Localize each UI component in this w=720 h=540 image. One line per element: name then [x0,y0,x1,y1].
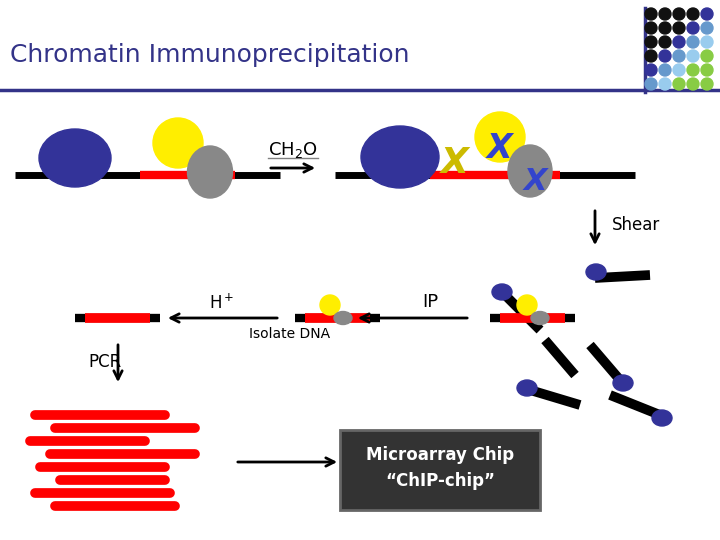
Ellipse shape [673,8,685,20]
Ellipse shape [659,36,671,48]
Text: PCR: PCR [88,353,121,371]
Ellipse shape [701,36,713,48]
Ellipse shape [673,22,685,34]
Ellipse shape [361,126,439,188]
Ellipse shape [645,78,657,90]
Ellipse shape [645,36,657,48]
Ellipse shape [645,8,657,20]
Ellipse shape [508,145,552,197]
Text: X: X [441,146,469,180]
Text: Microarray Chip
“ChIP-chip”: Microarray Chip “ChIP-chip” [366,446,514,490]
Ellipse shape [153,118,203,168]
Ellipse shape [701,78,713,90]
Ellipse shape [701,8,713,20]
Ellipse shape [320,295,340,315]
Ellipse shape [334,312,352,325]
Ellipse shape [687,22,699,34]
Ellipse shape [701,50,713,62]
Text: IP: IP [422,293,438,311]
Text: CH$_2$O: CH$_2$O [268,140,318,160]
Ellipse shape [701,22,713,34]
Ellipse shape [673,36,685,48]
Text: Isolate DNA: Isolate DNA [249,327,330,341]
Ellipse shape [475,112,525,162]
Ellipse shape [659,50,671,62]
FancyBboxPatch shape [340,430,540,510]
Ellipse shape [659,22,671,34]
Ellipse shape [613,375,633,391]
Text: X: X [523,167,546,197]
Ellipse shape [673,64,685,76]
Ellipse shape [517,380,537,396]
Ellipse shape [645,64,657,76]
Ellipse shape [673,50,685,62]
Ellipse shape [517,295,537,315]
Ellipse shape [39,129,111,187]
Text: X: X [487,132,513,165]
Ellipse shape [645,22,657,34]
Ellipse shape [687,8,699,20]
Ellipse shape [687,64,699,76]
Ellipse shape [687,36,699,48]
Ellipse shape [701,64,713,76]
Ellipse shape [586,264,606,280]
Text: Shear: Shear [612,216,660,234]
Ellipse shape [652,410,672,426]
Ellipse shape [687,78,699,90]
Ellipse shape [687,50,699,62]
Ellipse shape [659,8,671,20]
Ellipse shape [187,146,233,198]
Ellipse shape [645,50,657,62]
Text: Chromatin Immunoprecipitation: Chromatin Immunoprecipitation [10,43,410,67]
Ellipse shape [659,64,671,76]
Ellipse shape [492,284,512,300]
Text: H$^+$: H$^+$ [210,293,235,313]
Ellipse shape [659,78,671,90]
Ellipse shape [531,312,549,325]
Ellipse shape [673,78,685,90]
